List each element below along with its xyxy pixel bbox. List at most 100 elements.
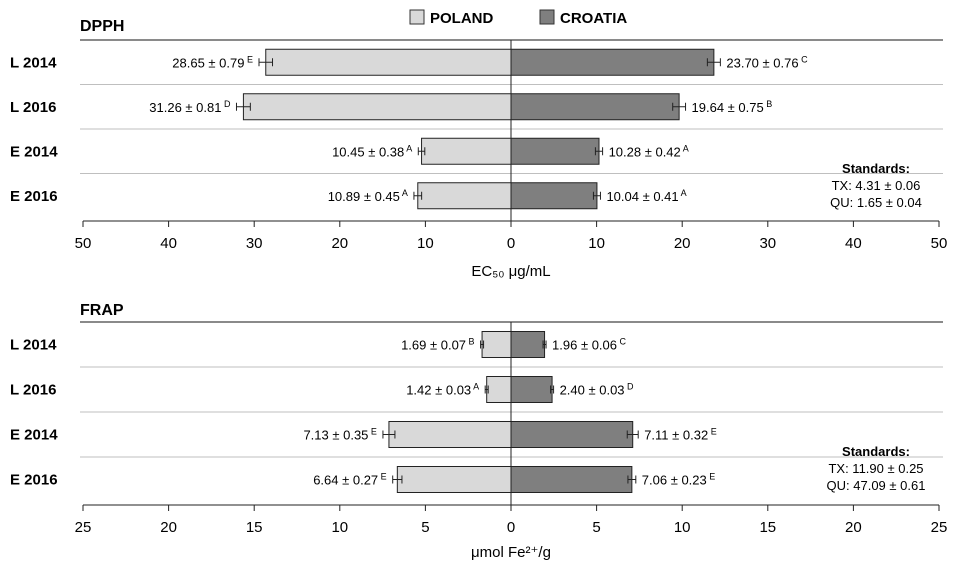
frap-title: FRAP — [80, 302, 124, 319]
dpph-bar-croatia — [510, 48, 715, 76]
frap-standards-title: Standards: — [842, 444, 910, 459]
dpph-value-text: 23.70 ± 0.76 — [726, 55, 798, 70]
frap-x-tick-label: 20 — [160, 519, 177, 536]
dpph-x-tick-label: 50 — [75, 235, 92, 252]
frap-bar-poland — [388, 421, 512, 448]
dpph-bar-croatia — [510, 93, 680, 121]
dpph-value-text: 28.65 ± 0.79 — [172, 55, 244, 70]
dpph-significance-letter: A — [681, 143, 689, 153]
frap-significance-letter: C — [617, 337, 627, 347]
frap-bar-poland — [481, 331, 512, 358]
frap-value-text: 2.40 ± 0.03 — [560, 383, 625, 398]
frap-value-label: 6.64 ± 0.27 E — [313, 472, 386, 488]
dpph-significance-letter: C — [799, 54, 809, 64]
frap-bar-poland — [396, 466, 512, 493]
frap-value-label: 2.40 ± 0.03 D — [560, 382, 634, 398]
frap-x-tick-label: 10 — [674, 519, 691, 536]
dpph-standards-line: TX: 4.31 ± 0.06 — [832, 178, 921, 193]
dpph-value-label: 10.89 ± 0.45 A — [328, 188, 408, 204]
legend-label-croatia: CROATIA — [560, 10, 627, 27]
dpph-value-label: 23.70 ± 0.76 C — [726, 54, 808, 70]
frap-category-label: L 2016 — [10, 382, 56, 399]
legend-swatch-croatia — [539, 9, 555, 25]
dpph-value-label: 10.28 ± 0.42 A — [609, 143, 689, 159]
dpph-value-text: 10.89 ± 0.45 — [328, 189, 400, 204]
dpph-significance-letter: A — [404, 143, 412, 153]
frap-significance-letter: B — [466, 337, 475, 347]
dpph-bar-croatia — [510, 182, 598, 210]
frap-chart: 1.69 ± 0.07 B1.42 ± 0.03 A7.13 ± 0.35 E6… — [80, 321, 943, 511]
dpph-x-tick-label: 0 — [507, 235, 515, 252]
frap-x-tick-label: 15 — [246, 519, 263, 536]
frap-value-text: 7.13 ± 0.35 — [303, 428, 368, 443]
frap-x-tick-label: 20 — [845, 519, 862, 536]
dpph-value-text: 10.28 ± 0.42 — [609, 144, 681, 159]
dpph-x-tick-label: 40 — [845, 235, 862, 252]
frap-value-text: 1.42 ± 0.03 — [406, 383, 471, 398]
frap-bar-croatia — [510, 466, 633, 493]
dpph-category-label: E 2014 — [10, 143, 58, 160]
dpph-significance-letter: D — [221, 99, 231, 109]
frap-x-tick-label: 5 — [592, 519, 600, 536]
frap-x-tick-label: 0 — [507, 519, 515, 536]
frap-bar-poland — [486, 376, 512, 403]
frap-significance-letter: E — [378, 472, 387, 482]
frap-value-text: 6.64 ± 0.27 — [313, 473, 378, 488]
frap-standards-line: TX: 11.90 ± 0.25 — [828, 461, 923, 476]
frap-x-tick-label: 25 — [931, 519, 948, 536]
frap-value-text: 7.06 ± 0.23 — [642, 473, 707, 488]
dpph-value-label: 28.65 ± 0.79 E — [172, 54, 253, 70]
dpph-x-tick-label: 10 — [417, 235, 434, 252]
dpph-category-label: E 2016 — [10, 188, 58, 205]
dpph-x-tick-label: 50 — [931, 235, 948, 252]
dpph-value-text: 19.64 ± 0.75 — [692, 100, 764, 115]
frap-standards-line: QU: 47.09 ± 0.61 — [827, 478, 926, 493]
frap-x-tick-label: 25 — [75, 519, 92, 536]
dpph-bar-poland — [421, 137, 512, 165]
frap-significance-letter: A — [471, 382, 479, 392]
frap-category-label: E 2014 — [10, 427, 58, 444]
dpph-standards-line: QU: 1.65 ± 0.04 — [830, 195, 922, 210]
frap-value-label: 7.13 ± 0.35 E — [303, 427, 376, 443]
frap-category-label: E 2016 — [10, 472, 58, 489]
frap-value-label: 1.69 ± 0.07 B — [401, 337, 474, 353]
dpph-value-label: 10.04 ± 0.41 A — [606, 188, 686, 204]
dpph-value-label: 10.45 ± 0.38 A — [332, 143, 412, 159]
frap-value-text: 1.96 ± 0.06 — [552, 338, 617, 353]
dpph-x-axis-title: EC₅₀ μg/mL — [471, 263, 550, 280]
dpph-standards-title: Standards: — [842, 161, 910, 176]
dpph-bar-poland — [265, 48, 512, 76]
dpph-category-label: L 2014 — [10, 54, 57, 71]
dpph-significance-letter: B — [764, 99, 773, 109]
frap-x-axis-title: μmol Fe²⁺/g — [471, 544, 551, 561]
dpph-x-tick-label: 30 — [759, 235, 776, 252]
dpph-value-text: 10.04 ± 0.41 — [606, 189, 678, 204]
dpph-title: DPPH — [80, 18, 124, 35]
frap-value-text: 1.69 ± 0.07 — [401, 338, 466, 353]
dpph-x-tick-label: 20 — [674, 235, 691, 252]
frap-category-label: L 2014 — [10, 337, 57, 354]
dpph-chart: 28.65 ± 0.79 E 31.26 ± 0.81 D 10.45 ± 0.38… — [80, 39, 943, 227]
legend-label-poland: POLAND — [430, 10, 494, 27]
dpph-value-label: 19.64 ± 0.75 B — [692, 99, 773, 115]
frap-significance-letter: D — [625, 382, 635, 392]
frap-bar-croatia — [510, 331, 546, 358]
dpph-x-tick-label: 40 — [160, 235, 177, 252]
frap-value-label: 7.06 ± 0.23 E — [642, 472, 715, 488]
frap-value-label: 1.42 ± 0.03 A — [406, 382, 479, 398]
dpph-bar-poland — [417, 182, 512, 210]
frap-value-label: 1.96 ± 0.06 C — [552, 337, 626, 353]
frap-significance-letter: E — [368, 427, 377, 437]
legend-swatch-poland — [409, 9, 425, 25]
frap-x-tick-label: 10 — [331, 519, 348, 536]
dpph-bar-poland — [242, 93, 512, 121]
dpph-value-text: 31.26 ± 0.81 — [149, 100, 221, 115]
frap-bar-croatia — [510, 421, 634, 448]
dpph-bar-croatia — [510, 137, 600, 165]
frap-value-label: 7.11 ± 0.32 E — [644, 427, 717, 443]
dpph-significance-letter: A — [400, 188, 408, 198]
dpph-x-tick-label: 10 — [588, 235, 605, 252]
dpph-value-label: 31.26 ± 0.81 D — [149, 99, 231, 115]
frap-value-text: 7.11 ± 0.32 — [644, 428, 708, 443]
